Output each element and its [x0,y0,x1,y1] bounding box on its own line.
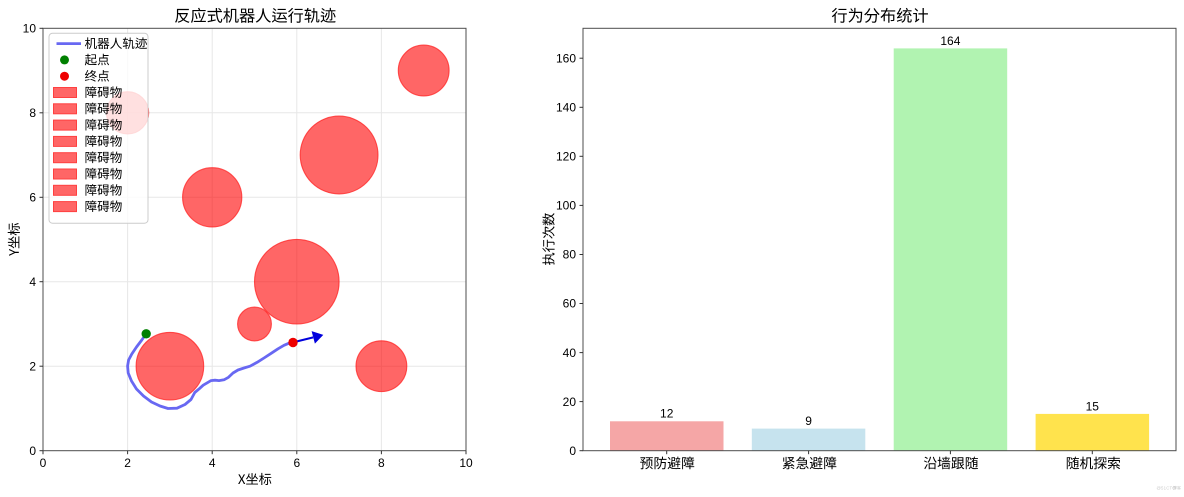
svg-text:2: 2 [29,359,36,373]
svg-text:140: 140 [556,101,576,115]
svg-text:15: 15 [1086,399,1100,413]
svg-text:160: 160 [556,51,576,65]
svg-text:8: 8 [378,456,385,470]
svg-text:8: 8 [29,106,36,120]
svg-text:0: 0 [29,444,36,458]
svg-text:@51CTO: @51CTO [1157,485,1177,490]
svg-text:100: 100 [556,199,576,213]
svg-text:60: 60 [563,297,577,311]
svg-text:0: 0 [40,456,47,470]
svg-text:10: 10 [23,22,37,36]
svg-text:4: 4 [209,456,216,470]
svg-text:0: 0 [569,444,576,458]
svg-text:2: 2 [124,456,131,470]
svg-text:120: 120 [556,150,576,164]
svg-text:12: 12 [660,407,674,421]
svg-text:9: 9 [805,414,812,428]
svg-text:6: 6 [293,456,300,470]
svg-text:6: 6 [29,191,36,205]
svg-text:164: 164 [940,34,960,48]
svg-text:20: 20 [563,395,577,409]
svg-text:4: 4 [29,275,36,289]
svg-text:10: 10 [459,456,473,470]
svg-text:40: 40 [563,346,577,360]
svg-text:80: 80 [563,248,577,262]
